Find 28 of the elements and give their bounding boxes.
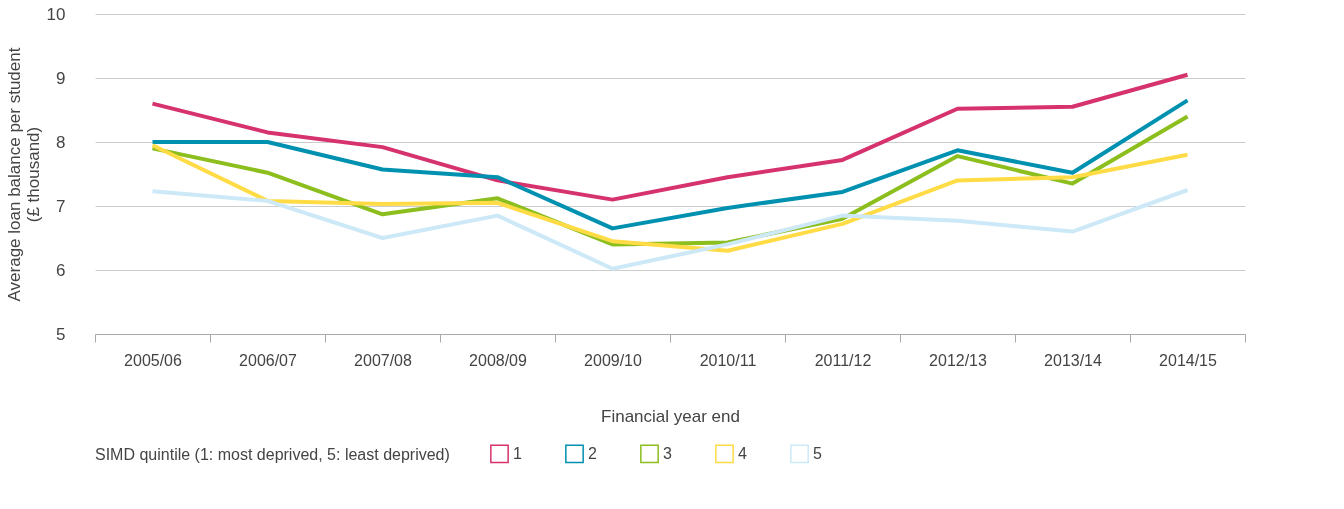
legend-label: 4 (738, 444, 747, 462)
y-tick-label: 5 (56, 324, 66, 344)
line-series (150, 98, 1190, 231)
x-tick-label: 2007/08 (354, 351, 413, 369)
x-tick-label: 2014/15 (1159, 351, 1218, 369)
legend-label: 2 (588, 444, 597, 462)
y-tick-label: 10 (46, 4, 66, 24)
x-tick-label: 2013/14 (1044, 351, 1103, 369)
y-tick-label: 6 (56, 260, 66, 280)
y-tick-label: 8 (56, 132, 66, 152)
legend-title: SIMD quintile (1: most deprived, 5: least deprived) (95, 446, 450, 463)
y-axis-title: Average loan balance per student (£ thousand) (4, 47, 43, 302)
legend-label: 1 (513, 444, 522, 462)
x-tick-label: 2010/11 (699, 351, 757, 369)
x-tick-label: 2012/13 (929, 351, 988, 369)
x-tick-label: 2005/06 (124, 351, 183, 369)
y-tick-label: 7 (56, 196, 66, 216)
x-tick-label: 2008/09 (469, 351, 528, 369)
legend-label: 5 (813, 444, 822, 462)
legend-label: 3 (663, 444, 672, 462)
line-series (150, 143, 1190, 253)
x-tick-label: 2006/07 (239, 351, 298, 369)
x-axis-title: Financial year end (601, 406, 740, 426)
line-series (150, 188, 1190, 271)
y-tick-label: 9 (56, 68, 66, 88)
line-series (150, 72, 1190, 202)
x-tick-label: 2009/10 (584, 351, 643, 369)
x-tick-label: 2011/12 (814, 351, 872, 369)
